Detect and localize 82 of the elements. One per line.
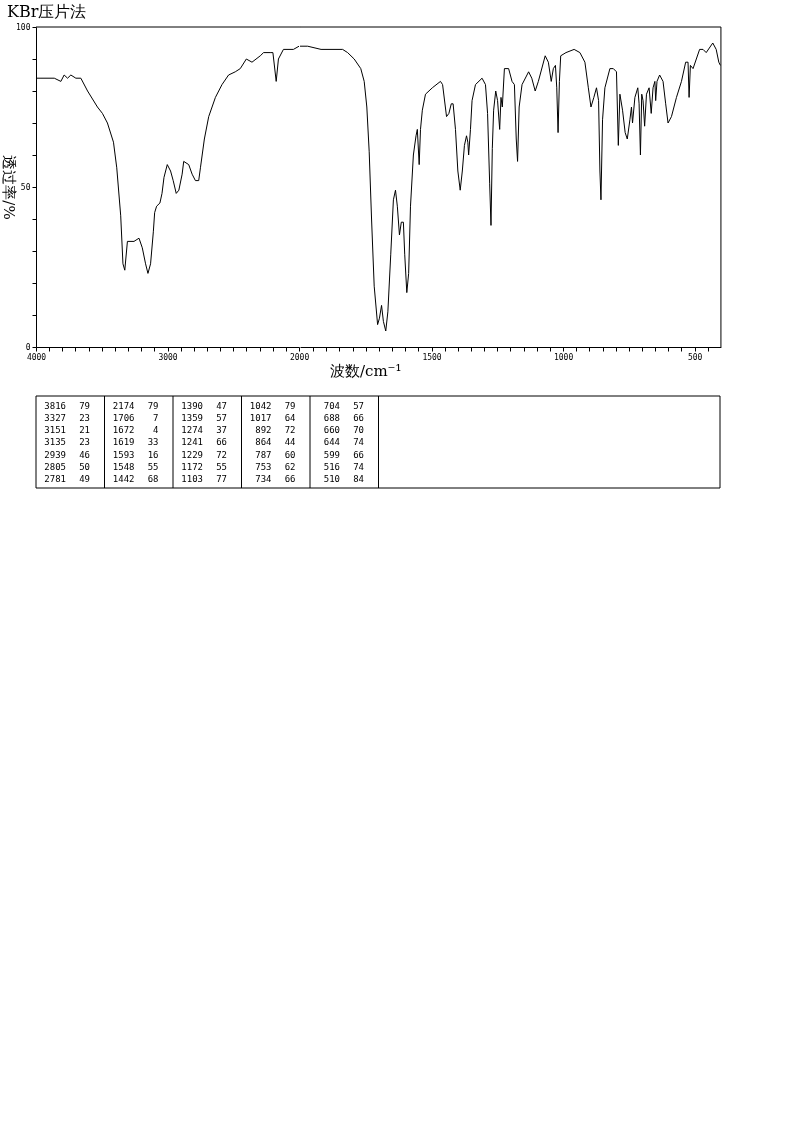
text: 84 bbox=[353, 474, 364, 485]
x-tick-label: 4000 bbox=[26, 352, 47, 362]
text: 599 bbox=[323, 449, 340, 460]
text: 3327 bbox=[44, 412, 66, 423]
text: 55 bbox=[216, 462, 227, 472]
x-tick-label: 2000 bbox=[289, 352, 310, 362]
text: 1274 bbox=[181, 425, 203, 436]
text: 787 bbox=[255, 449, 272, 460]
text: 4 bbox=[153, 425, 159, 436]
x-axis-title: 波数/cm⁻¹ bbox=[329, 361, 402, 380]
text: 1017 bbox=[249, 412, 272, 423]
text: 77 bbox=[216, 474, 227, 485]
y-tick-label: 100 bbox=[16, 22, 31, 32]
text: 1229 bbox=[181, 449, 203, 460]
text: 1103 bbox=[181, 474, 203, 485]
text: 3151 bbox=[44, 425, 66, 436]
text: 49 bbox=[79, 474, 90, 485]
text: 57 bbox=[216, 412, 227, 423]
text: 1442 bbox=[112, 474, 135, 485]
text: 1042 bbox=[249, 400, 272, 411]
chart-title: KBr压片法 bbox=[7, 2, 87, 21]
text: 66 bbox=[284, 474, 296, 485]
text: 57 bbox=[353, 400, 364, 411]
text: 64 bbox=[284, 412, 296, 423]
y-tick-label: 0 bbox=[25, 342, 31, 352]
text: 66 bbox=[353, 449, 364, 460]
x-tick-label: 1500 bbox=[422, 352, 442, 362]
text: 688 bbox=[323, 412, 340, 423]
text: 660 bbox=[323, 425, 340, 436]
text: 1241 bbox=[181, 437, 203, 448]
text: 2174 bbox=[112, 400, 135, 411]
text: 37 bbox=[216, 425, 227, 436]
text: 2781 bbox=[44, 474, 66, 485]
text: 21 bbox=[79, 425, 90, 436]
text: 734 bbox=[255, 474, 272, 485]
text: 1706 bbox=[112, 412, 135, 423]
text: 70 bbox=[353, 425, 364, 436]
text: 66 bbox=[353, 412, 364, 423]
text: 7 bbox=[153, 412, 159, 423]
text: 510 bbox=[323, 474, 340, 485]
x-tick-label: 1000 bbox=[553, 352, 574, 362]
text: 68 bbox=[147, 474, 159, 485]
text: 3816 bbox=[44, 400, 66, 411]
text: 79 bbox=[147, 400, 159, 411]
text: 72 bbox=[284, 425, 296, 436]
text: 33 bbox=[147, 437, 159, 448]
text: 1672 bbox=[112, 425, 135, 436]
text: 79 bbox=[79, 400, 90, 411]
x-tick-label: 500 bbox=[687, 352, 703, 362]
x-tick-label: 3000 bbox=[158, 352, 178, 362]
text: 44 bbox=[284, 437, 296, 448]
text: 3135 bbox=[44, 437, 66, 448]
text: 644 bbox=[323, 437, 340, 448]
text: 892 bbox=[255, 425, 272, 436]
text: 50 bbox=[79, 462, 90, 472]
text: 1172 bbox=[181, 462, 203, 472]
text: 46 bbox=[79, 449, 90, 460]
y-axis-title: 透过率/% bbox=[0, 155, 18, 220]
text: 516 bbox=[323, 462, 340, 472]
text: 23 bbox=[79, 412, 90, 423]
text: 62 bbox=[284, 462, 296, 472]
text: 1359 bbox=[181, 412, 203, 423]
text: 1390 bbox=[181, 400, 203, 411]
text: 1593 bbox=[112, 449, 135, 460]
text: 2805 bbox=[44, 462, 66, 472]
text: 47 bbox=[216, 400, 227, 411]
text: 1548 bbox=[112, 462, 135, 472]
text: 16 bbox=[147, 449, 159, 460]
text: 1619 bbox=[112, 437, 135, 448]
text: 23 bbox=[79, 437, 90, 448]
text: 74 bbox=[353, 462, 364, 472]
text: 79 bbox=[284, 400, 296, 411]
text: 753 bbox=[255, 462, 272, 472]
text: 74 bbox=[353, 437, 364, 448]
text: 66 bbox=[216, 437, 227, 448]
text: 864 bbox=[255, 437, 272, 448]
text: 2939 bbox=[44, 449, 66, 460]
text: 55 bbox=[147, 462, 159, 472]
text: 704 bbox=[323, 400, 340, 411]
text: 60 bbox=[284, 449, 296, 460]
text: 72 bbox=[216, 449, 227, 460]
y-tick-label: 50 bbox=[20, 182, 31, 192]
